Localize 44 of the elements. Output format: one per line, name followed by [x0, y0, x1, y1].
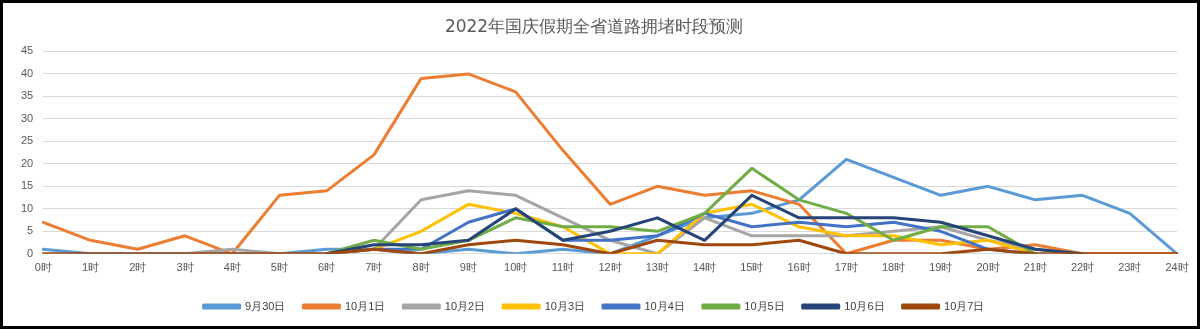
x-tick-label: 8时	[412, 261, 430, 274]
x-tick-label: 18时	[881, 261, 906, 274]
x-tick-label: 6时	[318, 261, 336, 274]
x-tick-label: 10时	[504, 261, 528, 274]
x-tick-label: 14时	[692, 261, 717, 274]
y-tick-label: 15	[20, 179, 34, 192]
x-tick-label: 4时	[223, 261, 241, 274]
x-tick-label: 1时	[81, 261, 100, 274]
legend-label: 10月6日	[844, 299, 885, 312]
x-tick-label: 12时	[598, 261, 622, 274]
x-tick-label: 11时	[551, 261, 575, 274]
legend-label: 10月4日	[644, 299, 685, 312]
y-tick-label: 20	[20, 156, 34, 169]
x-tick-label: 5时	[270, 261, 288, 274]
legend-label: 10月5日	[744, 299, 785, 312]
legend-label: 10月3日	[544, 299, 586, 312]
legend-label: 10月1日	[344, 299, 386, 312]
chart-title: 2022年国庆假期全省道路拥堵时段预测	[444, 15, 744, 36]
x-tick-label: 20时	[976, 261, 1000, 274]
y-tick-label: 45	[20, 44, 34, 57]
x-tick-label: 0时	[34, 261, 52, 274]
x-tick-label: 2时	[129, 261, 147, 274]
x-tick-label: 19时	[929, 261, 953, 274]
x-tick-label: 7时	[365, 261, 383, 274]
y-tick-label: 40	[20, 66, 34, 79]
x-tick-label: 3时	[176, 261, 194, 274]
x-tick-label: 21时	[1023, 261, 1047, 274]
x-tick-label: 16时	[787, 261, 811, 274]
legend-label: 10月7日	[944, 299, 985, 312]
y-tick-label: 30	[20, 111, 34, 124]
legend-label: 10月2日	[444, 299, 486, 312]
y-tick-label: 0	[27, 246, 34, 259]
x-tick-label: 15时	[740, 261, 764, 274]
x-tick-label: 9时	[459, 261, 477, 274]
x-tick-label: 17时	[834, 261, 858, 274]
x-tick-label: 22时	[1070, 261, 1095, 274]
x-tick-label: 24时	[1165, 261, 1189, 274]
y-tick-label: 35	[20, 89, 34, 102]
x-tick-label: 13时	[645, 261, 669, 274]
legend-label: 9月30日	[245, 299, 286, 312]
y-tick-label: 5	[27, 224, 34, 237]
y-tick-label: 10	[20, 201, 34, 214]
x-tick-label: 23时	[1118, 261, 1142, 274]
y-tick-label: 25	[20, 134, 34, 147]
